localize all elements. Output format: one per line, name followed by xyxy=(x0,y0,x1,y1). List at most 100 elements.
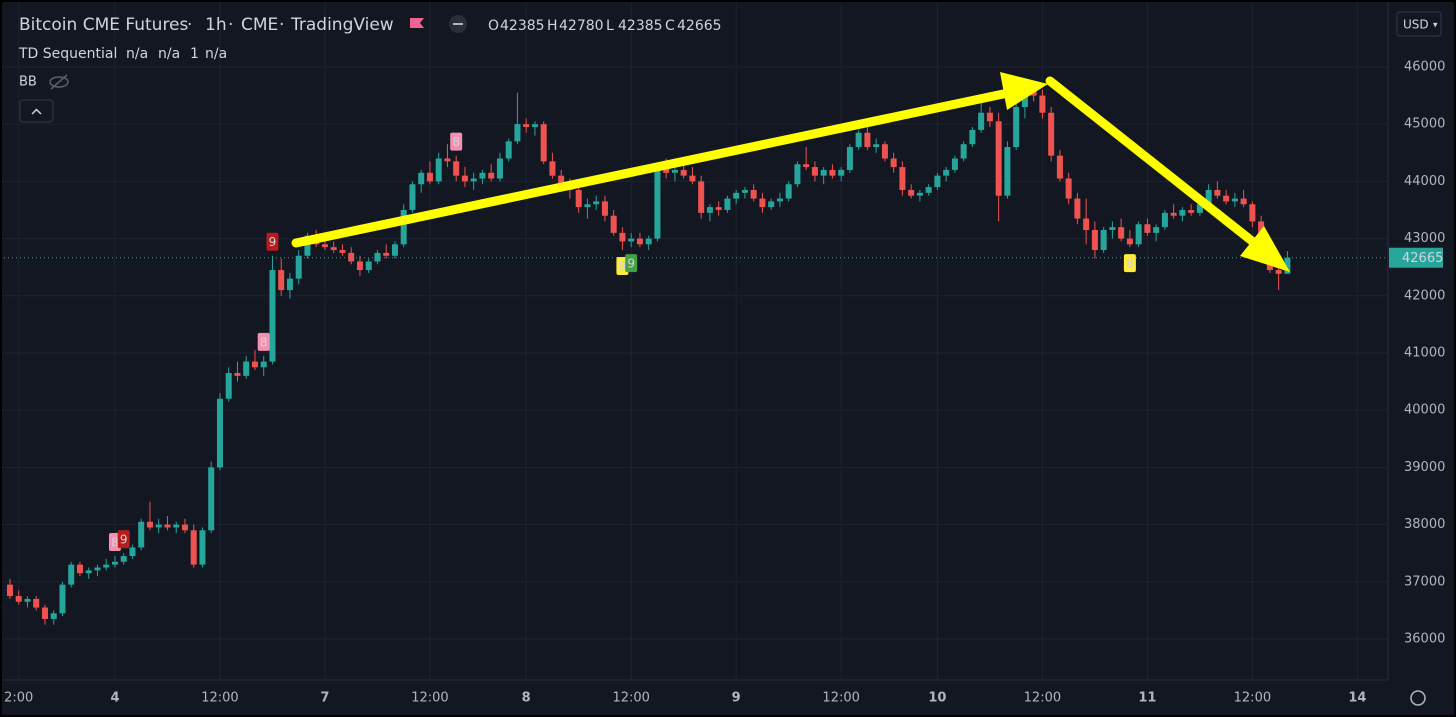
candle-body xyxy=(59,584,66,614)
candle-body xyxy=(1065,178,1072,199)
indicator-value: n/a xyxy=(158,46,180,62)
flag-icon[interactable] xyxy=(410,18,424,28)
candle-body xyxy=(724,198,731,210)
candle-body xyxy=(820,169,827,176)
currency[interactable]: USD xyxy=(1403,18,1429,32)
axes: 36000 37000 38000 39000 40000 41000 42000 43000… xyxy=(4,59,1445,705)
candle-body xyxy=(33,598,40,608)
x-tick-label: 14 xyxy=(1348,691,1366,706)
candle-body xyxy=(750,189,757,199)
candle-body xyxy=(549,161,556,176)
x-tick-label: 8 xyxy=(522,691,531,706)
currency-button[interactable] xyxy=(1396,11,1442,37)
indicator-value: 1 xyxy=(190,46,199,62)
y-tick-label: 44000 xyxy=(1404,174,1445,189)
candle-body xyxy=(1275,270,1282,274)
candle-body xyxy=(636,238,643,245)
td-label-box xyxy=(117,530,130,549)
candle-body xyxy=(969,129,976,145)
candle-body xyxy=(138,521,145,548)
ohlc-value: 42385 xyxy=(500,18,545,34)
indicator2: BB xyxy=(19,75,37,90)
candle-body xyxy=(785,184,792,199)
candle-body xyxy=(444,158,451,162)
arrow-line xyxy=(291,88,1013,248)
ohlc-legend: O 42385 H 42780 L 42385 C 42665 xyxy=(488,18,722,34)
candle-body xyxy=(418,172,425,185)
candle-body xyxy=(365,261,372,271)
td-label: 9 xyxy=(269,235,277,249)
candle-body xyxy=(1223,195,1230,202)
candle-body xyxy=(803,164,810,168)
candle-body xyxy=(1188,209,1195,213)
y-tick-label: 40000 xyxy=(1404,403,1445,418)
candle-body xyxy=(94,567,101,571)
price-tag xyxy=(1389,247,1443,268)
candle-body xyxy=(540,124,547,162)
candle-body xyxy=(715,207,722,210)
candle-body xyxy=(689,175,696,182)
ohlc-value: 42665 xyxy=(677,18,722,34)
x-tick-label: 7 xyxy=(320,691,329,706)
candle-body xyxy=(496,158,503,179)
arrowhead xyxy=(1000,72,1048,110)
interval: 1h xyxy=(205,15,227,35)
y-tick-label: 43000 xyxy=(1404,231,1445,246)
candle-body xyxy=(24,598,31,602)
y-tick-label: 38000 xyxy=(1404,517,1445,532)
td-label: 8 xyxy=(1126,257,1134,271)
time-axis xyxy=(0,680,1456,717)
td-label: 8 xyxy=(111,536,119,550)
title: Bitcoin CME Futures xyxy=(19,15,189,35)
candle-body xyxy=(811,167,818,176)
collapse-button[interactable] xyxy=(19,99,54,123)
candle-body xyxy=(260,361,267,368)
sep: · xyxy=(279,15,284,35)
candle-body xyxy=(295,255,302,279)
candle-body xyxy=(278,270,285,291)
candle-body xyxy=(654,167,661,239)
candle-body xyxy=(453,161,460,176)
candle-body xyxy=(1144,224,1151,233)
candle-body xyxy=(435,158,442,182)
candle-body xyxy=(348,252,355,262)
candle-body xyxy=(234,373,241,376)
exchange: CME xyxy=(241,15,278,35)
candle-body xyxy=(1231,198,1238,202)
candle-body xyxy=(671,169,678,173)
td-label: 9 xyxy=(120,533,128,547)
candle-body xyxy=(1153,227,1160,233)
candle-body xyxy=(505,141,512,159)
candle-body xyxy=(934,175,941,188)
hidden-icon[interactable] xyxy=(49,74,69,90)
settings-icon[interactable] xyxy=(1410,690,1426,706)
ohlc-key: L xyxy=(606,18,614,34)
candle-body xyxy=(601,201,608,216)
candle-body xyxy=(680,169,687,176)
candle-body xyxy=(461,175,468,182)
candle-body xyxy=(514,124,521,142)
candle-body xyxy=(776,198,783,202)
candle-body xyxy=(50,613,57,619)
candle-body xyxy=(698,181,705,213)
x-tick-label: 10 xyxy=(928,691,946,706)
candle-body xyxy=(1048,112,1055,156)
candle-body xyxy=(470,178,477,182)
candle-body xyxy=(1039,95,1046,113)
candle-body xyxy=(374,252,381,262)
candle-body xyxy=(1091,230,1098,251)
y-tick-label: 41000 xyxy=(1404,345,1445,360)
candle-body xyxy=(1240,198,1247,205)
arrow-line xyxy=(1045,76,1262,250)
candle-body xyxy=(1013,107,1020,148)
y-tick-label: 37000 xyxy=(1404,574,1445,589)
price-tag-label: 42665 xyxy=(1402,251,1443,266)
candle-body xyxy=(1135,224,1142,245)
candle-body xyxy=(593,201,600,205)
candle-body xyxy=(85,570,92,574)
candle-body xyxy=(383,252,390,256)
candle-body xyxy=(1161,212,1168,228)
candle-body xyxy=(339,250,346,253)
